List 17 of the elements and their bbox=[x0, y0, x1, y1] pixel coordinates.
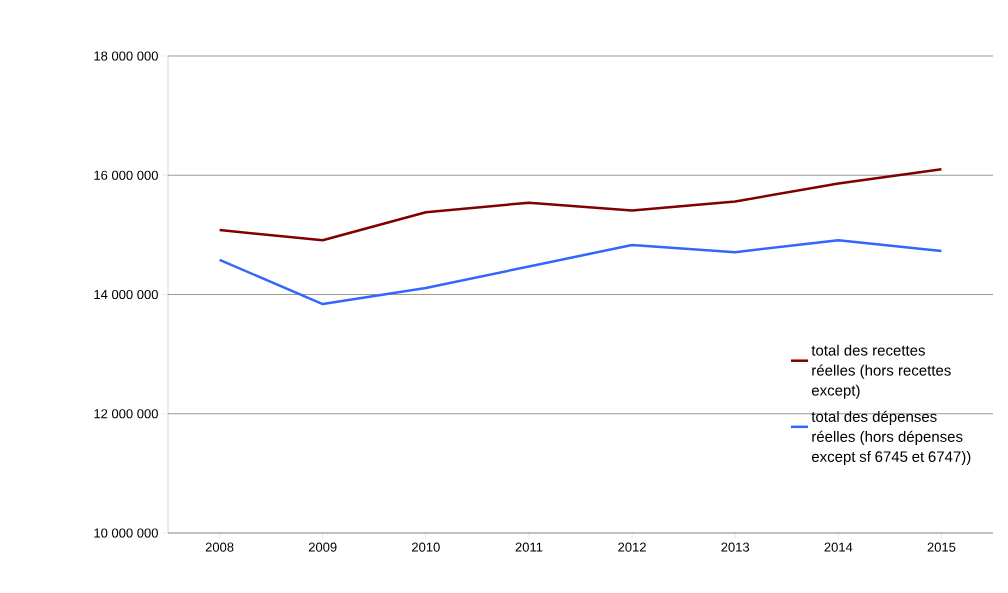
line-series bbox=[218, 168, 943, 242]
y-tick-label: 18 000 000 bbox=[94, 51, 158, 61]
x-tick-label: 2010 bbox=[412, 542, 440, 552]
line-series bbox=[218, 238, 943, 306]
y-tick-label: 16 000 000 bbox=[94, 170, 158, 180]
y-tick-label: 14 000 000 bbox=[94, 289, 158, 300]
y-tick-label: 10 000 000 bbox=[94, 528, 158, 538]
x-tick-label: 2015 bbox=[927, 542, 956, 552]
legend-label: total des dépenses réelles (hors dépenses except sf 6745 et 6747)) bbox=[811, 410, 971, 465]
x-tick-label: 2011 bbox=[515, 542, 543, 552]
x-tick-label: 2009 bbox=[308, 542, 337, 552]
x-tick-label: 2014 bbox=[824, 542, 853, 552]
x-tick-label: 2008 bbox=[205, 542, 234, 552]
x-tick-label: 2012 bbox=[618, 542, 646, 552]
y-tick-label: 12 000 000 bbox=[94, 409, 158, 419]
x-tick-label: 2013 bbox=[721, 542, 750, 552]
legend-label: total des recettes réelles (hors recettes except) bbox=[811, 344, 951, 399]
